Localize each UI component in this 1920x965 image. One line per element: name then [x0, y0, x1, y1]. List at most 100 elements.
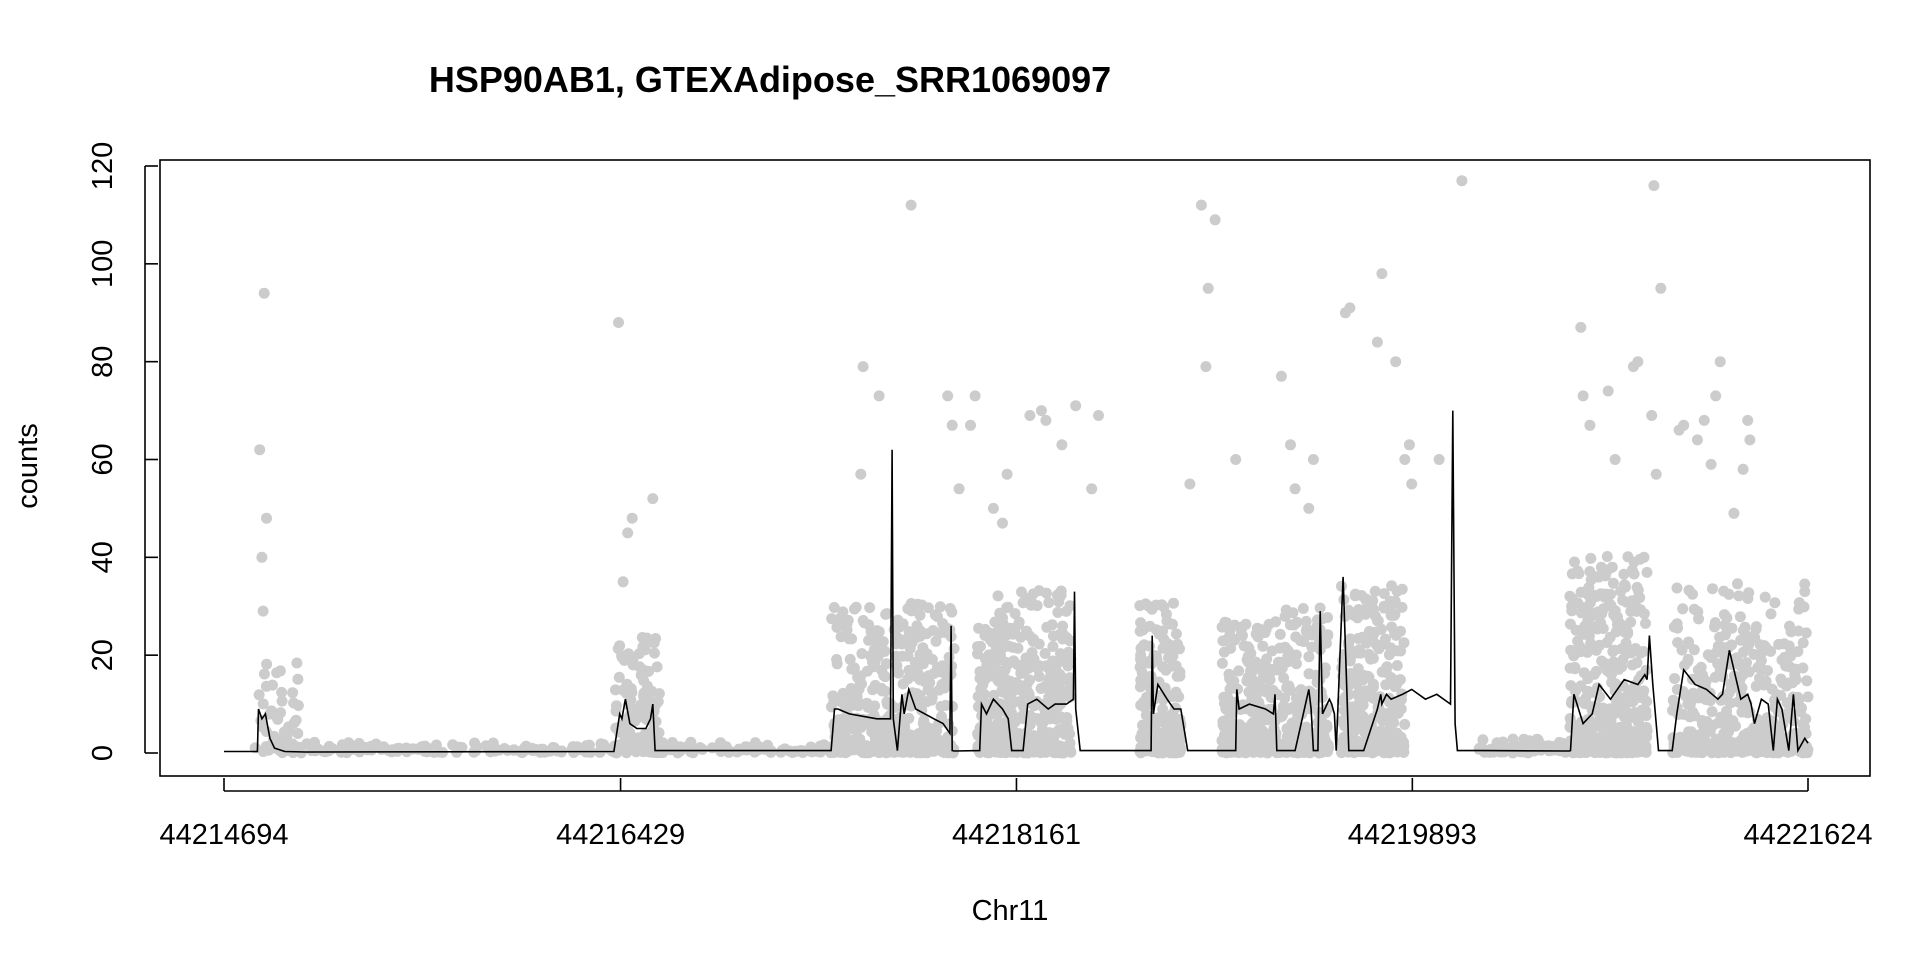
coverage-line: [224, 410, 1809, 754]
outlier-point: [1655, 282, 1667, 294]
data-point: [1145, 670, 1157, 682]
data-point: [284, 740, 296, 752]
data-point: [1603, 725, 1615, 737]
data-point: [1026, 647, 1038, 658]
data-point: [648, 637, 660, 649]
data-point: [1235, 621, 1247, 633]
data-point: [1507, 733, 1519, 745]
data-point: [850, 716, 862, 728]
data-point: [685, 746, 697, 758]
data-point: [1638, 692, 1650, 704]
data-point: [1569, 661, 1581, 673]
data-point: [1728, 743, 1740, 755]
data-point: [852, 671, 864, 683]
data-point: [1719, 619, 1731, 631]
data-point: [1625, 647, 1637, 659]
data-point: [1391, 679, 1403, 690]
data-point: [1154, 727, 1165, 739]
data-point: [1802, 744, 1814, 756]
data-point: [1792, 625, 1804, 637]
data-point: [1671, 747, 1683, 758]
data-point: [1168, 642, 1180, 654]
data-point: [993, 626, 1005, 638]
data-point: [674, 741, 686, 753]
data-point: [657, 747, 669, 758]
data-point: [1052, 606, 1064, 618]
data-point: [1391, 585, 1403, 597]
data-point: [1736, 706, 1748, 718]
data-point: [1369, 585, 1381, 597]
data-point: [1601, 551, 1613, 562]
data-point: [1618, 568, 1630, 580]
data-point: [994, 609, 1006, 620]
data-point: [1008, 696, 1020, 708]
data-point: [1134, 600, 1146, 612]
data-point: [1571, 742, 1583, 754]
data-point: [288, 717, 300, 729]
data-point: [1687, 706, 1699, 718]
data-point: [877, 727, 889, 739]
data-point: [1142, 600, 1154, 612]
data-point: [1047, 630, 1059, 642]
outlier-point: [1303, 502, 1315, 514]
data-point: [1381, 733, 1393, 745]
data-point: [1218, 721, 1230, 733]
data-point: [1718, 585, 1730, 597]
data-point: [1590, 665, 1602, 677]
data-point: [872, 651, 884, 663]
data-point: [1043, 597, 1055, 609]
data-point: [1218, 646, 1230, 658]
outlier-point: [257, 605, 269, 617]
data-point: [1802, 691, 1814, 703]
data-point: [1009, 608, 1021, 620]
data-point: [930, 635, 942, 647]
data-point: [1569, 556, 1580, 568]
data-point: [1260, 660, 1272, 672]
data-point: [876, 685, 888, 697]
data-point: [1555, 738, 1567, 750]
outlier-point: [647, 493, 659, 505]
data-point: [911, 620, 923, 632]
data-point: [639, 644, 651, 656]
outlier-point: [873, 390, 885, 402]
data-point: [1168, 719, 1180, 731]
data-point: [1371, 639, 1382, 651]
outlier-point: [1289, 483, 1301, 495]
data-point: [1355, 711, 1367, 723]
outlier-point: [1200, 361, 1212, 373]
data-point: [914, 649, 926, 660]
outlier-point: [1209, 214, 1221, 226]
data-point: [978, 688, 990, 700]
data-point: [1693, 613, 1704, 625]
data-point: [1057, 620, 1069, 632]
data-point: [1216, 621, 1228, 633]
data-point: [846, 734, 858, 746]
data-point: [1060, 605, 1072, 617]
data-point: [1367, 678, 1379, 690]
data-point: [649, 647, 660, 659]
data-point: [864, 602, 876, 614]
data-point: [609, 746, 621, 758]
data-point: [1047, 655, 1059, 667]
data-point: [935, 701, 947, 712]
data-point: [846, 663, 858, 675]
data-point: [1007, 642, 1019, 653]
data-point: [1260, 686, 1272, 698]
data-point: [1233, 665, 1245, 677]
data-point: [1714, 631, 1726, 643]
data-point: [1342, 682, 1354, 694]
data-point: [1473, 743, 1485, 755]
data-point: [829, 724, 841, 736]
outlier-point: [1403, 439, 1415, 451]
data-point: [880, 658, 892, 670]
data-point: [610, 700, 622, 712]
data-point: [1572, 635, 1584, 647]
data-point: [1609, 644, 1620, 656]
data-point: [881, 608, 893, 620]
outlier-point: [1056, 439, 1068, 451]
data-point: [1725, 678, 1737, 690]
data-point: [631, 703, 643, 715]
data-point: [292, 673, 304, 685]
data-point: [1042, 701, 1054, 713]
